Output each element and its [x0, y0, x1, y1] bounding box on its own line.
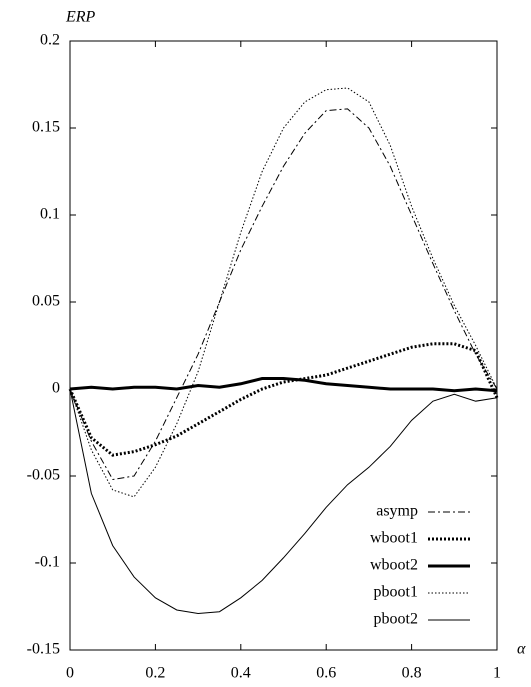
y-tick-label: -0.15 — [27, 641, 60, 658]
series-line — [69, 377, 498, 393]
series-line — [68, 342, 499, 457]
legend-label: pboot1 — [374, 584, 418, 601]
series-line — [69, 388, 498, 614]
y-tick-label: 0.05 — [32, 293, 60, 310]
legend-label: wboot2 — [370, 557, 418, 574]
x-tick-label: 0.4 — [231, 665, 251, 682]
x-tick-label: 0.2 — [145, 665, 165, 682]
y-tick-label: -0.05 — [27, 467, 60, 484]
y-tick-label: 0.2 — [40, 32, 60, 49]
legend-label: pboot2 — [374, 611, 418, 628]
series-line — [69, 87, 498, 498]
x-tick-label: 1 — [493, 665, 501, 682]
series-line — [69, 108, 498, 481]
plot-frame — [69, 40, 498, 651]
y-axis-label: ERP — [65, 9, 96, 26]
legend-label: asymp — [376, 503, 418, 520]
y-tick-label: 0.15 — [32, 119, 60, 136]
y-tick-label: 0.1 — [40, 206, 60, 223]
x-tick-label: 0.8 — [402, 665, 422, 682]
x-tick-label: 0 — [66, 665, 74, 682]
x-tick-label: 0.6 — [316, 665, 336, 682]
x-axis-label: α — [517, 641, 526, 658]
y-tick-label: -0.1 — [35, 554, 60, 571]
y-tick-label: 0 — [52, 380, 60, 397]
legend-label: wboot1 — [370, 530, 418, 547]
